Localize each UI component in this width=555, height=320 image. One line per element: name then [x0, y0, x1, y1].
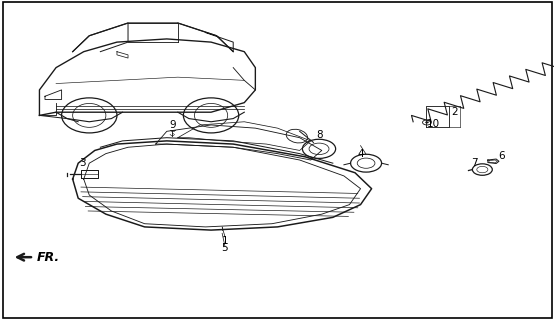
Text: 8: 8 — [316, 130, 323, 140]
Text: 1: 1 — [221, 236, 228, 246]
Text: 7: 7 — [471, 158, 477, 168]
Text: 3: 3 — [79, 158, 86, 168]
Text: 2: 2 — [451, 107, 458, 117]
Circle shape — [425, 121, 429, 124]
Text: 9: 9 — [169, 120, 175, 130]
Text: 4: 4 — [357, 149, 364, 159]
Text: 5: 5 — [221, 243, 228, 252]
Text: FR.: FR. — [37, 251, 60, 264]
Text: 6: 6 — [498, 151, 504, 161]
Text: 10: 10 — [427, 119, 440, 129]
